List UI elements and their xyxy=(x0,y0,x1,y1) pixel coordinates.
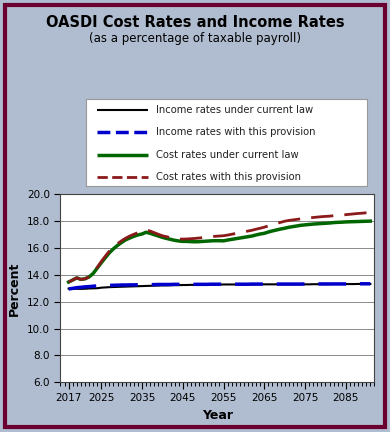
X-axis label: Year: Year xyxy=(202,409,233,422)
Text: Income rates under current law: Income rates under current law xyxy=(156,105,313,115)
Text: (as a percentage of taxable payroll): (as a percentage of taxable payroll) xyxy=(89,32,301,45)
Y-axis label: Percent: Percent xyxy=(8,261,21,315)
Text: Cost rates under current law: Cost rates under current law xyxy=(156,149,299,160)
Text: Income rates with this provision: Income rates with this provision xyxy=(156,127,316,137)
Text: OASDI Cost Rates and Income Rates: OASDI Cost Rates and Income Rates xyxy=(46,15,344,30)
Text: Cost rates with this provision: Cost rates with this provision xyxy=(156,172,301,182)
